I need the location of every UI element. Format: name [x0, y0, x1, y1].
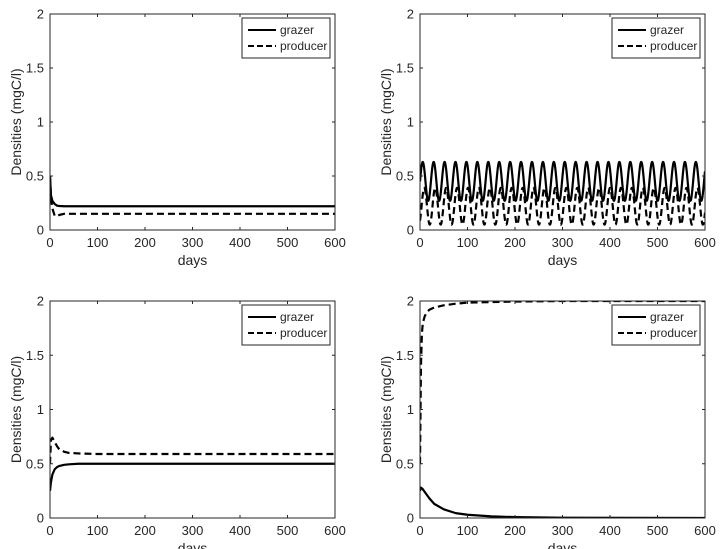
x-axis-label: days: [178, 252, 208, 268]
y-tick-label: 0: [407, 511, 414, 526]
y-axis-label: Densities (mgC/l): [378, 68, 394, 175]
x-tick-label: 100: [457, 523, 479, 538]
y-tick-label: 1: [407, 402, 414, 417]
series-line-grazer: [420, 486, 705, 518]
x-tick-label: 600: [694, 523, 716, 538]
x-tick-label: 600: [324, 235, 346, 250]
legend: grazer producer: [611, 304, 701, 346]
x-tick-label: 100: [87, 523, 109, 538]
series-line-producer: [420, 186, 705, 226]
x-tick-label: 200: [504, 235, 526, 250]
legend-box: [611, 304, 701, 346]
x-tick-label: 200: [134, 235, 156, 250]
series-line-producer: [50, 436, 335, 464]
x-tick-label: 100: [87, 235, 109, 250]
series-line-grazer: [50, 175, 335, 208]
legend: grazer producer: [611, 17, 701, 59]
legend: grazer producer: [241, 304, 331, 346]
x-tick-label: 200: [134, 523, 156, 538]
y-tick-label: 1: [37, 402, 44, 417]
y-tick-label: 0.5: [396, 456, 414, 471]
x-tick-label: 500: [647, 235, 669, 250]
x-tick-label: 100: [457, 235, 479, 250]
series-line-producer: [50, 175, 335, 218]
chart-1: 0 100 200 300 400 500 600 0 0.5 1 1.5 2 days Densitie…: [8, 7, 346, 269]
legend-label-grazer: grazer: [650, 23, 684, 37]
y-tick-label: 0.5: [26, 456, 44, 471]
x-tick-label: 600: [694, 235, 716, 250]
y-tick-label: 1.5: [396, 61, 414, 76]
y-axis-label: Densities (mgC/l): [8, 356, 24, 463]
chart-4: 0 100 200 300 400 500 600 0 0.5 1 1.5 2 days Densitie…: [378, 294, 716, 549]
legend-label-grazer: grazer: [650, 310, 684, 324]
legend-box: [241, 17, 331, 59]
series-group: [420, 160, 705, 226]
x-tick-label: 400: [599, 235, 621, 250]
y-tick-label: 1: [37, 115, 44, 130]
x-tick-label: 300: [182, 523, 204, 538]
y-tick-label: 1.5: [26, 348, 44, 363]
series-group: [50, 436, 335, 491]
x-tick-label: 300: [552, 523, 574, 538]
y-tick-label: 2: [37, 294, 44, 309]
x-tick-label: 400: [229, 523, 251, 538]
x-tick-label: 0: [416, 523, 423, 538]
x-axis-label: days: [548, 252, 578, 268]
legend-label-grazer: grazer: [280, 23, 314, 37]
chart-3: 0 100 200 300 400 500 600 0 0.5 1 1.5 2 days Densitie…: [8, 294, 346, 549]
legend-label-producer: producer: [280, 39, 327, 53]
series-line-grazer: [50, 462, 335, 491]
x-tick-label: 400: [229, 235, 251, 250]
y-tick-label: 2: [407, 7, 414, 22]
x-tick-label: 0: [46, 523, 53, 538]
x-tick-label: 500: [647, 523, 669, 538]
x-axis-label: days: [178, 540, 208, 549]
chart-2: 0 100 200 300 400 500 600 0 0.5 1 1.5 2 days Densitie…: [378, 7, 716, 269]
legend-label-grazer: grazer: [280, 310, 314, 324]
y-tick-label: 0: [407, 223, 414, 238]
x-tick-label: 300: [182, 235, 204, 250]
x-tick-label: 0: [46, 235, 53, 250]
y-axis-label: Densities (mgC/l): [8, 68, 24, 175]
y-tick-label: 1: [407, 115, 414, 130]
legend: grazer producer: [241, 17, 331, 59]
series-line-producer: [420, 301, 705, 464]
y-tick-label: 1.5: [26, 61, 44, 76]
series-line-grazer: [420, 160, 705, 202]
y-tick-label: 0: [37, 223, 44, 238]
legend-box: [241, 304, 331, 346]
y-tick-label: 2: [37, 7, 44, 22]
legend-box: [611, 17, 701, 59]
legend-label-producer: producer: [650, 326, 697, 340]
x-tick-label: 0: [416, 235, 423, 250]
x-axis-label: days: [548, 540, 578, 549]
y-tick-label: 0.5: [26, 169, 44, 184]
y-tick-label: 0.5: [396, 169, 414, 184]
x-tick-label: 300: [552, 235, 574, 250]
x-tick-label: 200: [504, 523, 526, 538]
series-group: [50, 175, 335, 218]
x-tick-label: 500: [277, 523, 299, 538]
x-tick-label: 600: [324, 523, 346, 538]
legend-label-producer: producer: [650, 39, 697, 53]
x-tick-label: 400: [599, 523, 621, 538]
y-tick-label: 2: [407, 294, 414, 309]
y-tick-label: 1.5: [396, 348, 414, 363]
y-axis-label: Densities (mgC/l): [378, 356, 394, 463]
y-tick-label: 0: [37, 511, 44, 526]
legend-label-producer: producer: [280, 326, 327, 340]
x-tick-label: 500: [277, 235, 299, 250]
